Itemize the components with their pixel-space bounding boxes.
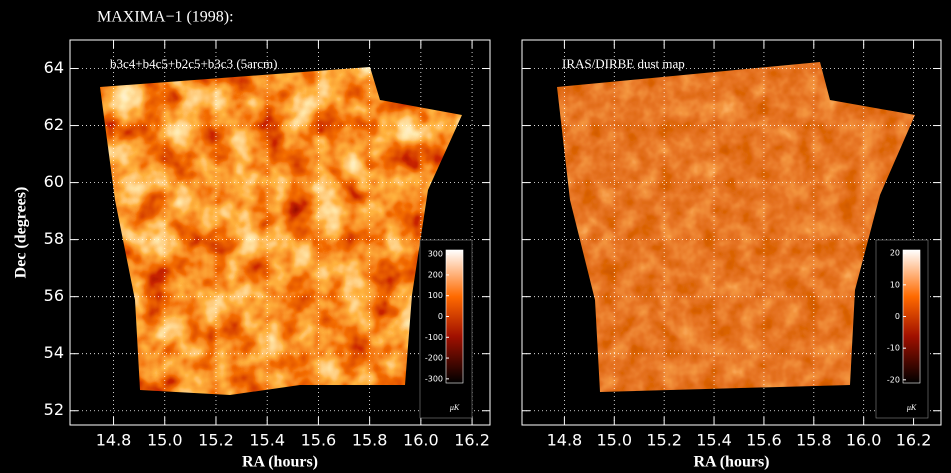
y-tick-label: 54 [44,343,64,362]
y-axis-label: Dec (degrees) [13,187,30,279]
x-tick-label: 16.2 [454,431,490,450]
x-axis-label: RA (hours) [693,454,769,471]
x-tick-label: 15.6 [301,431,337,450]
y-tick-label: 60 [44,172,64,191]
colorbar-tick-label: 0 [895,312,900,321]
x-tick-label: 15.0 [147,431,183,450]
x-tick-label: 16.2 [896,431,932,450]
colorbar-tick-label: -20 [887,375,900,384]
y-tick-label: 62 [44,115,64,134]
x-tick-label: 15.4 [249,431,285,450]
colorbar-tick-label: -300 [425,374,443,383]
x-tick-label: 16.0 [846,431,882,450]
x-tick-label: 15.2 [198,431,234,450]
colorbar-tick-label: -100 [425,333,443,342]
panel-label: b3c4+b4c5+b2c5+b3c3 (5arcm) [110,56,277,71]
x-tick-label: 16.0 [403,431,439,450]
figure-title: MAXIMA−1 (1998): [97,9,234,26]
x-tick-label: 14.8 [547,431,583,450]
colorbar-tick-label: 0 [438,312,443,321]
x-tick-label: 15.8 [352,431,388,450]
colorbar-tick-label: 10 [890,280,900,289]
colorbar-tick-label: 300 [428,250,443,259]
y-tick-label: 58 [44,229,64,248]
x-tick-label: 15.8 [796,431,832,450]
x-axis-label: RA (hours) [242,454,318,471]
colorbar-tick-label: 20 [890,249,900,258]
x-tick-label: 15.0 [596,431,632,450]
colorbar-unit: μK [449,403,460,412]
x-tick-label: 15.4 [696,431,732,450]
colorbar-tick-label: -200 [425,354,443,363]
colorbar-tick-label: 200 [428,270,443,279]
x-tick-label: 14.8 [96,431,132,450]
y-tick-label: 56 [44,286,64,305]
x-tick-label: 15.6 [746,431,782,450]
x-tick-label: 15.2 [646,431,682,450]
colorbar-tick-label: -10 [887,344,900,353]
plot-frame [69,39,491,426]
y-tick-label: 64 [44,58,64,77]
colorbar-tick-label: 100 [428,291,443,300]
colorbar-unit: μK [906,403,917,412]
map-image [100,67,462,395]
plot-frame [521,39,942,426]
panel-label: IRAS/DIRBE dust map [562,56,685,71]
y-tick-label: 52 [44,400,64,419]
